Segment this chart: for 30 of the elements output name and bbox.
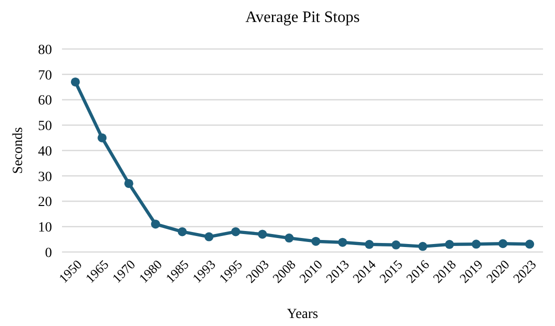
y-tick-label: 80 (38, 42, 52, 58)
point (392, 240, 401, 250)
point (204, 232, 214, 242)
y-tick-label: 50 (38, 119, 52, 134)
chart-title: Average Pit Stops (245, 9, 360, 26)
y-tick-label: 10 (38, 220, 52, 236)
point (231, 227, 240, 236)
y-tick-label: 40 (38, 144, 52, 160)
point (151, 220, 160, 229)
point (472, 240, 481, 249)
point (98, 133, 107, 142)
y-tick-label: 70 (38, 68, 52, 84)
point (338, 238, 348, 247)
point (444, 240, 454, 249)
point (70, 77, 80, 86)
point (178, 227, 187, 236)
point (525, 240, 534, 249)
point (258, 230, 267, 239)
point (364, 240, 374, 249)
point (498, 239, 508, 248)
point (284, 234, 294, 243)
x-axis-title: Years (286, 307, 318, 322)
y-tick-label: 0 (45, 246, 52, 261)
point (311, 236, 320, 246)
point (124, 178, 134, 188)
y-axis-title: Seconds (11, 127, 26, 174)
point (418, 242, 428, 251)
y-tick-label: 20 (38, 195, 52, 210)
y-tick-label: 30 (38, 170, 52, 185)
y-tick-label: 60 (38, 94, 52, 109)
